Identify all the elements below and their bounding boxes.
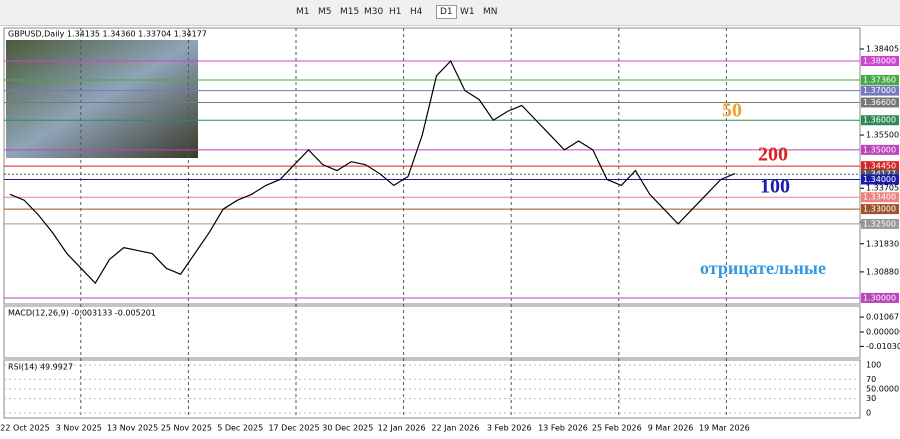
date-label: 5 Dec 2025 <box>217 424 263 433</box>
price-level-label: 1.33400 <box>863 193 896 202</box>
date-label: 30 Dec 2025 <box>322 424 373 433</box>
date-label: 13 Nov 2025 <box>107 424 158 433</box>
toolbar: M1 M5 M15 M30 H1 H4 D1 W1 MN <box>0 0 900 26</box>
annotation: 50 <box>722 100 742 122</box>
date-label: 12 Jan 2026 <box>378 424 426 433</box>
macd-tick-label: 0.000000 <box>866 328 900 337</box>
price-level-badge <box>861 144 899 155</box>
price-line <box>9 59 736 285</box>
price-level-label: 1.38000 <box>863 56 896 65</box>
timeframe-button[interactable]: H4 <box>410 7 423 17</box>
rsi-tick-label: 70 <box>866 375 876 384</box>
price-level-label: 1.34450 <box>863 162 896 171</box>
price-level-label: 1.37360 <box>863 75 896 84</box>
date-label: 25 Feb 2026 <box>592 424 642 433</box>
rsi-tick-label: 30 <box>866 394 876 403</box>
date-label: 19 Mar 2026 <box>699 424 750 433</box>
price-level-badge <box>861 85 899 96</box>
price-level-badge <box>861 74 899 85</box>
macd-tick-label: -0.010302 <box>866 342 900 351</box>
price-level-label: 1.36000 <box>863 116 896 125</box>
price-tick-label: 1.35500 <box>866 131 899 140</box>
timeframe-button[interactable]: MN <box>483 7 498 17</box>
timeframe-button[interactable]: H1 <box>389 7 402 17</box>
price-level-label: 1.35000 <box>863 145 896 154</box>
macd-label: MACD(12,26,9) -0.003133 -0.005201 <box>8 309 156 318</box>
date-label: 9 Mar 2026 <box>648 424 694 433</box>
price-level-badge <box>861 115 899 126</box>
date-label: 25 Nov 2025 <box>161 424 212 433</box>
price-level-badge <box>861 218 899 229</box>
banknote-photo <box>6 40 198 158</box>
timeframe-button[interactable]: M30 <box>364 7 384 17</box>
price-tick-label: 1.31830 <box>866 239 899 248</box>
price-level-label: 1.36600 <box>863 98 896 107</box>
rsi-tick-label: 100 <box>866 361 881 370</box>
rsi-tick-label: 50.0000 <box>866 385 899 394</box>
rsi-tick-label: 0 <box>866 409 871 418</box>
date-label: 13 Feb 2026 <box>538 424 588 433</box>
price-tick-label: 1.38405 <box>866 45 899 54</box>
price-level-badge <box>861 97 899 108</box>
price-tick-label: 1.30880 <box>866 267 899 276</box>
price-level-label: 1.32500 <box>863 219 896 228</box>
price-level-badge <box>861 174 899 185</box>
price-level-label: 1.33000 <box>863 205 896 214</box>
date-label: 22 Jan 2026 <box>431 424 479 433</box>
price-level-label: 1.30000 <box>863 293 896 302</box>
symbol-info: GBPUSD,Daily 1.34135 1.34360 1.33704 1.3… <box>8 30 207 39</box>
date-label: 22 Oct 2025 <box>0 424 49 433</box>
timeframe-button[interactable]: M1 <box>296 7 310 17</box>
macd-tick-label: 0.010671 <box>866 313 900 322</box>
annotation: 100 <box>760 176 790 198</box>
date-label: 3 Feb 2026 <box>487 424 532 433</box>
date-label: 17 Dec 2025 <box>268 424 319 433</box>
timeframe-button[interactable]: M15 <box>340 7 360 17</box>
timeframe-button[interactable]: D1 <box>436 5 457 19</box>
annotation: 200 <box>758 144 788 166</box>
price-level-badge <box>861 55 899 66</box>
price-level-label: 1.34000 <box>863 175 896 184</box>
timeframe-button[interactable]: M5 <box>318 7 332 17</box>
price-level-badge <box>861 192 899 203</box>
price-level-badge <box>861 204 899 215</box>
annotation: отрицательные <box>700 258 826 278</box>
price-level-badge <box>861 292 899 303</box>
price-level-badge <box>861 169 899 180</box>
price-level-label: 1.34177 <box>863 170 896 179</box>
chart-window: GBPUSD,Daily 1.34135 1.34360 1.33704 1.3… <box>0 26 900 439</box>
price-tick-label: 1.33705 <box>866 184 899 193</box>
price-level-label: 1.37000 <box>863 86 896 95</box>
rsi-label: RSI(14) 49.9927 <box>8 363 73 372</box>
timeframe-button[interactable]: W1 <box>460 7 475 17</box>
price-level-badge <box>861 161 899 172</box>
date-label: 3 Nov 2025 <box>56 424 102 433</box>
